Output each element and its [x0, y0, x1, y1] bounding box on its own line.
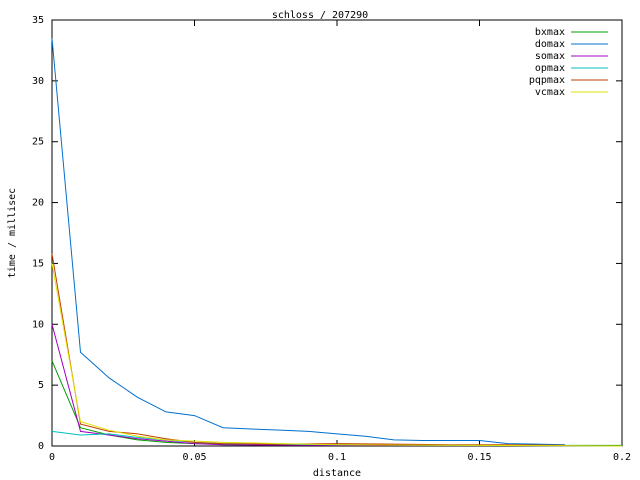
series-line	[51, 38, 566, 446]
x-tick-label: 0.05	[182, 452, 206, 463]
y-tick-label: 25	[32, 137, 44, 148]
legend-label: pqpmax	[529, 75, 565, 86]
x-axis-label: distance	[313, 468, 361, 479]
chart-title: schloss / 207290	[272, 10, 368, 21]
x-tick-label: 0.1	[328, 452, 346, 463]
y-tick-label: 10	[32, 319, 44, 330]
legend-label: domax	[535, 39, 565, 50]
x-tick-label: 0.15	[467, 452, 491, 463]
legend-label: somax	[535, 51, 565, 62]
y-tick-label: 5	[38, 380, 44, 391]
y-tick-label: 0	[38, 441, 44, 452]
y-axis-label: time / millisec	[7, 188, 18, 278]
y-tick-label: 30	[32, 76, 44, 87]
x-tick-label: 0.2	[613, 452, 631, 463]
legend-label: vcmax	[535, 87, 565, 98]
y-tick-label: 35	[32, 15, 44, 26]
legend-label: bxmax	[535, 27, 565, 38]
legend-label: opmax	[535, 63, 565, 74]
series-line	[51, 263, 623, 447]
x-tick-label: 0	[49, 452, 55, 463]
y-tick-label: 15	[32, 258, 44, 269]
y-tick-label: 20	[32, 198, 44, 209]
